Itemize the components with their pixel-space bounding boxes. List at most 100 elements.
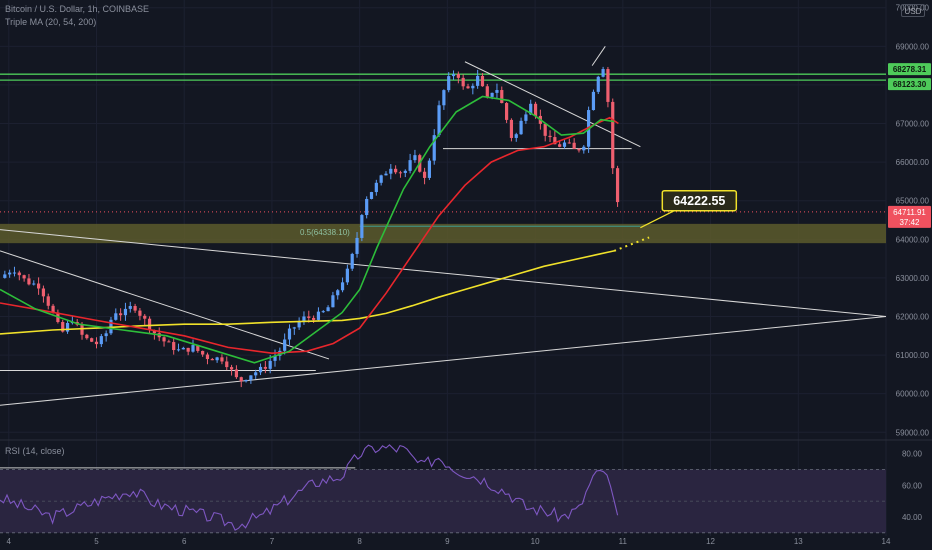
rsi-tick-label: 60.00 <box>902 481 923 490</box>
price-tick-label: 66000.00 <box>896 158 930 167</box>
candle-up <box>379 175 383 183</box>
candle-up <box>562 142 567 147</box>
candle-up <box>8 272 12 275</box>
candle-up <box>268 360 272 369</box>
candle-down <box>138 310 142 316</box>
candle-down <box>119 313 123 316</box>
level-badge <box>888 78 931 91</box>
candle-down <box>394 168 398 173</box>
candle-down <box>36 283 41 289</box>
candle-up <box>476 75 480 86</box>
currency-button[interactable]: USD <box>901 4 925 17</box>
candle-up <box>215 357 219 361</box>
time-tick-label: 6 <box>182 537 187 546</box>
candle-up <box>350 253 354 269</box>
candle-down <box>201 350 205 355</box>
trendline <box>0 229 887 317</box>
candle-down <box>80 324 84 335</box>
candle-down <box>422 171 427 178</box>
candle-down <box>46 296 50 306</box>
candle-down <box>611 101 615 169</box>
candle-up <box>302 316 306 322</box>
symbol-title: Bitcoin / U.S. Dollar, 1h, COINBASE <box>5 4 150 14</box>
candle-up <box>273 355 277 361</box>
candle-up <box>249 375 253 380</box>
time-tick-label: 7 <box>270 537 275 546</box>
time-tick-label: 14 <box>882 537 891 546</box>
price-candles <box>3 66 620 388</box>
candle-up <box>384 173 388 176</box>
candle-down <box>147 318 152 331</box>
candle-up <box>99 336 103 345</box>
candle-down <box>239 377 243 382</box>
candle-up <box>369 192 374 199</box>
candle-down <box>22 275 26 279</box>
callout-pointer <box>640 210 675 229</box>
level-badge <box>888 63 931 76</box>
candle-up <box>32 283 36 285</box>
candle-down <box>567 142 571 144</box>
candle-down <box>543 123 547 136</box>
ma200-projection <box>613 236 650 252</box>
price-tick-label: 60000.00 <box>896 390 930 399</box>
candle-up <box>490 92 494 97</box>
time-tick-label: 8 <box>357 537 362 546</box>
countdown-label: 37:42 <box>899 218 920 227</box>
candle-up <box>408 160 412 171</box>
candle-up <box>471 85 475 89</box>
candle-down <box>94 341 99 345</box>
candle-up <box>365 198 369 216</box>
candle-up <box>331 295 335 308</box>
candle-up <box>181 347 185 350</box>
ma20-line <box>0 95 615 364</box>
candle-up <box>114 313 118 320</box>
candle-down <box>500 90 504 104</box>
candle-down <box>504 103 509 120</box>
time-tick-label: 13 <box>794 537 803 546</box>
candle-down <box>456 74 460 78</box>
candle-down <box>572 142 576 149</box>
rsi-axis: 40.00 60.00 80.00 <box>902 450 923 522</box>
rsi-tick-label: 40.00 <box>902 513 923 522</box>
candle-down <box>234 369 239 378</box>
candle-down <box>533 103 538 116</box>
rsi-line <box>0 444 619 531</box>
candle-up <box>529 103 533 115</box>
candle-down <box>307 316 311 318</box>
candle-up <box>519 120 523 135</box>
candle-down <box>167 341 171 343</box>
trendline <box>464 61 641 148</box>
candle-up <box>413 155 417 161</box>
candle-up <box>297 321 301 328</box>
ma200-line <box>0 250 615 335</box>
candle-down <box>398 172 403 174</box>
trendline <box>0 315 887 406</box>
candle-up <box>432 135 436 161</box>
candle-up <box>65 322 70 332</box>
candle-down <box>172 342 176 351</box>
price-tick-label: 64000.00 <box>896 235 930 244</box>
price-gridlines <box>0 0 887 536</box>
candle-down <box>312 317 316 320</box>
candle-up <box>524 114 528 121</box>
price-axis: 59000.00 60000.00 61000.00 62000.00 63000.00… <box>888 4 931 437</box>
candle-up <box>403 170 407 173</box>
candle-down <box>210 359 214 361</box>
fib-label: 0.5(64338.10) <box>300 228 350 237</box>
candle-up <box>254 372 258 376</box>
rsi-band <box>0 467 886 534</box>
candle-up <box>336 290 340 296</box>
rsi-tick-label: 80.00 <box>902 450 923 459</box>
time-tick-label: 10 <box>531 537 540 546</box>
candle-up <box>374 182 378 193</box>
candle-up <box>389 168 393 174</box>
rsi-title: RSI (14, close) <box>5 446 65 456</box>
candle-up <box>495 90 499 93</box>
candle-down <box>263 366 267 369</box>
candle-up <box>601 69 605 77</box>
candle-down <box>553 137 557 145</box>
level-badge-label: 68123.30 <box>893 80 927 89</box>
candle-up <box>360 215 364 238</box>
ma54-line <box>0 116 619 355</box>
